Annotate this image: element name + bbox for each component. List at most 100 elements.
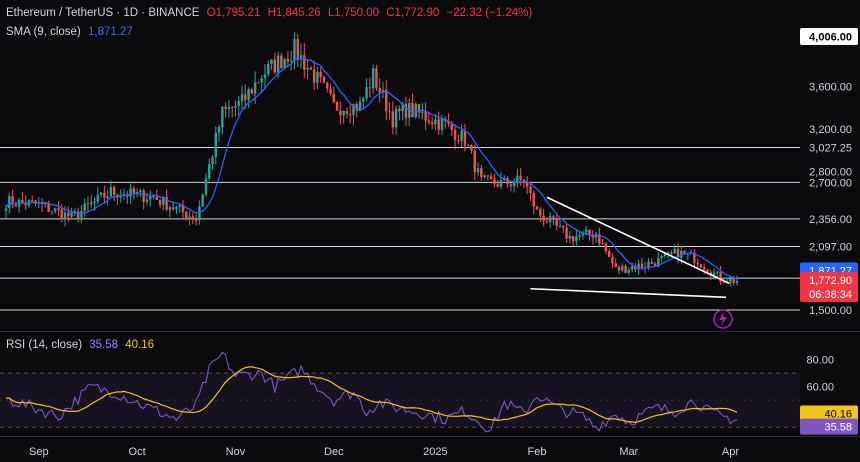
candle-body-181 xyxy=(598,234,601,244)
candle-body-100 xyxy=(332,93,336,103)
candle-body-111 xyxy=(368,87,372,89)
candle-body-191 xyxy=(630,266,634,270)
candle-body-24 xyxy=(83,203,86,211)
candle-body-184 xyxy=(607,251,611,257)
level-label-1: 2,700.00 xyxy=(809,177,852,189)
candle-body-3 xyxy=(14,204,18,207)
candle-body-18 xyxy=(63,212,67,220)
candle-body-201 xyxy=(663,253,667,257)
candle-body-174 xyxy=(575,236,578,242)
candle-body-43 xyxy=(145,199,149,203)
rsi-ma-value: 40.16 xyxy=(125,339,155,351)
candle-body-84 xyxy=(280,55,283,69)
candle-body-114 xyxy=(378,88,381,93)
candle-body-130 xyxy=(430,122,434,125)
candle-body-203 xyxy=(670,252,673,254)
candle-body-14 xyxy=(50,211,54,213)
candle-body-148 xyxy=(489,176,493,179)
candle-body-78 xyxy=(260,78,263,83)
rsi-value: 35.58 xyxy=(89,339,119,351)
candle-body-44 xyxy=(149,195,152,200)
candle-body-19 xyxy=(67,212,70,217)
candle-body-23 xyxy=(80,210,83,219)
candle-body-183 xyxy=(604,243,608,252)
candle-body-42 xyxy=(142,190,145,203)
candle-body-41 xyxy=(139,190,142,193)
badge-rsi-bg xyxy=(800,418,858,435)
candle-body-149 xyxy=(493,178,496,185)
candle-body-205 xyxy=(676,248,680,258)
candle-body-103 xyxy=(342,110,345,116)
candle-body-56 xyxy=(188,216,191,218)
candle-body-12 xyxy=(44,203,47,205)
candle-body-88 xyxy=(293,38,296,61)
candle-body-61 xyxy=(204,178,208,195)
candle-body-79 xyxy=(263,74,267,79)
candle-body-178 xyxy=(588,229,591,235)
candle-body-143 xyxy=(473,150,476,173)
alert-lightning-icon xyxy=(713,309,733,329)
time-label-6: Mar xyxy=(619,446,638,458)
candle-body-71 xyxy=(237,100,240,106)
symbol-title: Ethereum / TetherUS · 1D · BINANCE xyxy=(6,7,200,19)
level-label-2: 2,356.00 xyxy=(809,214,852,226)
badge-countdown: 06:38:34 xyxy=(809,289,852,301)
candle-body-50 xyxy=(168,207,172,210)
candle-body-73 xyxy=(244,94,247,100)
candle-body-133 xyxy=(440,118,444,130)
candle-body-158 xyxy=(522,179,526,183)
candle-body-182 xyxy=(601,243,604,245)
candle-body-92 xyxy=(306,67,309,70)
candle-body-86 xyxy=(286,58,290,62)
candle-body-116 xyxy=(385,89,388,112)
candle-body-131 xyxy=(434,119,437,125)
candle-body-75 xyxy=(250,89,254,94)
candle-body-127 xyxy=(421,111,424,113)
candle-body-196 xyxy=(647,262,650,268)
candle-body-87 xyxy=(289,60,293,62)
candle-body-45 xyxy=(152,195,155,198)
candle-body-197 xyxy=(650,262,653,264)
candle-body-210 xyxy=(693,252,696,263)
candle-body-48 xyxy=(162,196,165,205)
candle-body-212 xyxy=(699,264,703,268)
candle-body-153 xyxy=(506,177,509,185)
candle-body-110 xyxy=(365,87,368,99)
candle-body-161 xyxy=(532,192,535,207)
candle-body-170 xyxy=(562,225,565,228)
level-label-3: 2,097.00 xyxy=(809,241,852,253)
candle-body-213 xyxy=(703,267,706,270)
rsi-ma-line xyxy=(5,366,738,424)
candle-body-17 xyxy=(60,209,63,220)
candle-body-31 xyxy=(106,196,109,198)
candle-body-172 xyxy=(568,235,572,239)
candle-body-118 xyxy=(391,111,395,128)
price-tick-label-0: 3,600.00 xyxy=(809,82,852,94)
candle-body-54 xyxy=(181,204,185,212)
candle-body-151 xyxy=(499,179,503,187)
candle-body-95 xyxy=(316,71,319,83)
badge-price-top: 4,006.00 xyxy=(809,32,852,44)
candle-body-144 xyxy=(476,168,480,173)
candle-body-82 xyxy=(273,59,276,73)
candle-body-142 xyxy=(470,145,473,151)
candle-body-175 xyxy=(578,235,581,237)
sma-line xyxy=(5,58,738,280)
candle-body-135 xyxy=(447,121,450,124)
candle-body-200 xyxy=(660,256,663,258)
badge-last-price-bg xyxy=(800,272,858,302)
change-value: −22.32 (−1.24%) xyxy=(446,7,533,19)
time-label-4: 2025 xyxy=(423,446,447,458)
badge-price-top-bg xyxy=(800,28,858,45)
candle-body-102 xyxy=(339,110,342,116)
rsi-legend: RSI (14, close) 35.58 40.16 xyxy=(6,339,158,351)
candle-body-52 xyxy=(175,206,178,210)
candle-body-38 xyxy=(129,188,132,197)
rsi-tick-label-1: 60.00 xyxy=(806,382,834,394)
candle-body-120 xyxy=(398,108,401,112)
candle-body-126 xyxy=(417,104,421,113)
candle-body-139 xyxy=(460,130,463,142)
